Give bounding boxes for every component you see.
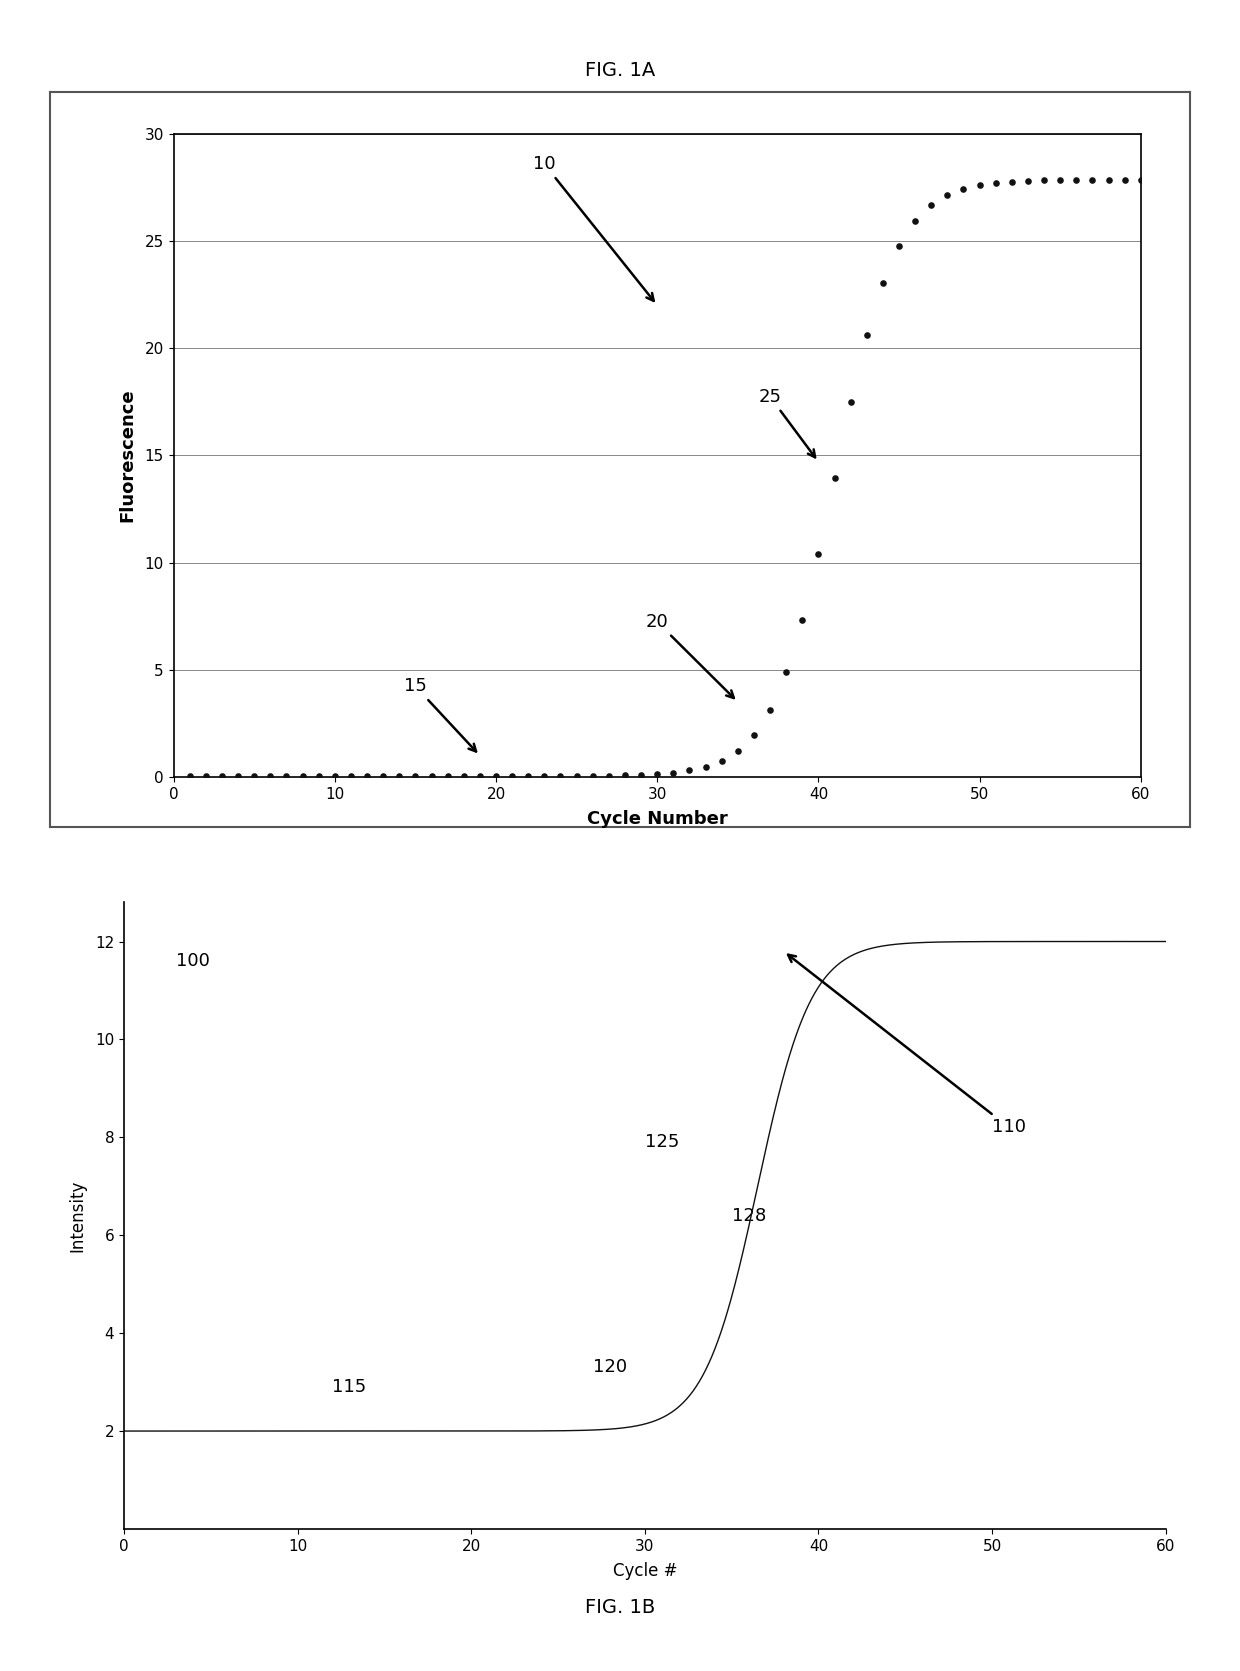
X-axis label: Cycle Number: Cycle Number — [587, 810, 728, 829]
Text: 110: 110 — [789, 954, 1025, 1136]
Point — [212, 762, 232, 789]
Point — [438, 762, 458, 789]
Point — [389, 762, 409, 789]
Point — [583, 762, 603, 789]
Point — [357, 762, 377, 789]
Text: 15: 15 — [404, 677, 476, 752]
Point — [1002, 169, 1022, 196]
Point — [454, 762, 474, 789]
Point — [309, 762, 329, 789]
Point — [873, 271, 893, 297]
Point — [760, 697, 780, 724]
Point — [744, 722, 764, 749]
Point — [841, 389, 861, 416]
Point — [1099, 167, 1118, 194]
Point — [534, 762, 554, 789]
Point — [680, 757, 699, 784]
Point — [1115, 167, 1135, 194]
Point — [825, 465, 844, 491]
Point — [341, 762, 361, 789]
Point — [196, 762, 216, 789]
Point — [373, 762, 393, 789]
Text: 115: 115 — [332, 1379, 367, 1395]
Text: FIG. 1B: FIG. 1B — [585, 1597, 655, 1618]
Point — [277, 762, 296, 789]
Text: 125: 125 — [645, 1133, 680, 1151]
Point — [180, 762, 200, 789]
Text: 120: 120 — [593, 1359, 627, 1377]
Point — [986, 170, 1006, 197]
Point — [244, 762, 264, 789]
Y-axis label: Fluorescence: Fluorescence — [118, 389, 136, 521]
Point — [1066, 167, 1086, 194]
Point — [405, 762, 425, 789]
Point — [921, 192, 941, 219]
Point — [696, 754, 715, 780]
Point — [1083, 167, 1102, 194]
Text: FIG. 1A: FIG. 1A — [585, 60, 655, 80]
Point — [631, 762, 651, 789]
Point — [728, 737, 748, 764]
Point — [260, 762, 280, 789]
Point — [486, 762, 506, 789]
Point — [712, 747, 732, 774]
Text: 100: 100 — [176, 952, 210, 969]
Point — [228, 762, 248, 789]
Point — [954, 175, 973, 202]
Point — [663, 759, 683, 785]
Point — [599, 762, 619, 789]
Text: 128: 128 — [732, 1206, 766, 1225]
Point — [857, 323, 877, 349]
Point — [567, 762, 587, 789]
Point — [422, 762, 441, 789]
Point — [905, 207, 925, 234]
Point — [1034, 167, 1054, 194]
Point — [325, 762, 345, 789]
Point — [792, 607, 812, 633]
Point — [518, 762, 538, 789]
Point — [1018, 167, 1038, 194]
Point — [1131, 167, 1151, 194]
Point — [970, 172, 990, 199]
Point — [1050, 167, 1070, 194]
Point — [551, 762, 570, 789]
Text: 25: 25 — [759, 388, 815, 458]
Point — [502, 762, 522, 789]
Point — [776, 658, 796, 685]
Text: 10: 10 — [533, 155, 653, 301]
Point — [937, 182, 957, 209]
Point — [808, 540, 828, 566]
Y-axis label: Intensity: Intensity — [68, 1180, 87, 1252]
Point — [293, 762, 312, 789]
Point — [470, 762, 490, 789]
Point — [615, 762, 635, 789]
Text: 20: 20 — [646, 613, 734, 698]
Point — [647, 760, 667, 787]
Point — [889, 232, 909, 259]
X-axis label: Cycle #: Cycle # — [613, 1562, 677, 1581]
